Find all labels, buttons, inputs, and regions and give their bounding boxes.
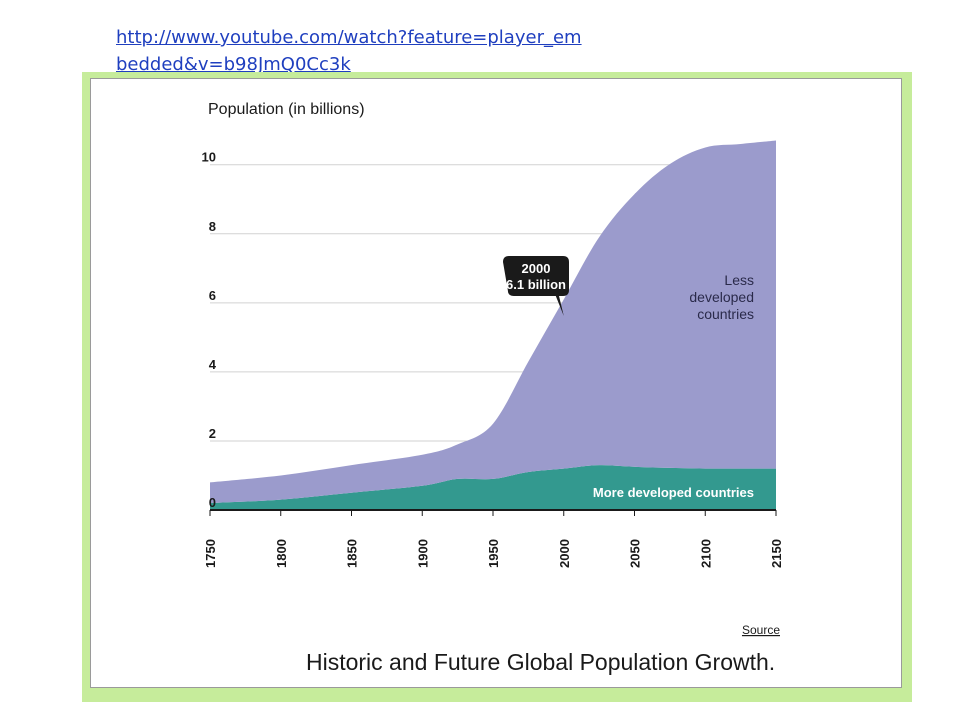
x-tick-label: 2100 (698, 539, 713, 568)
source-link[interactable]: Source (742, 623, 780, 637)
area-label-less-developed: Less (724, 272, 754, 288)
x-tick-label: 2150 (769, 539, 784, 568)
x-tick-label: 1750 (203, 539, 218, 568)
area-label-less-developed: countries (697, 306, 754, 322)
area-more-developed-countries (210, 465, 776, 510)
x-tick-label: 2050 (628, 539, 643, 568)
x-tick-label: 1900 (415, 539, 430, 568)
y-tick-label: 6 (209, 288, 216, 303)
y-tick-label: 8 (209, 219, 216, 234)
y-tick-label: 0 (209, 495, 216, 510)
x-tick-label: 2000 (557, 539, 572, 568)
video-link[interactable]: http://www.youtube.com/watch?feature=pla… (116, 27, 582, 75)
x-tick-label: 1850 (345, 539, 360, 568)
y-axis-label: Population (in billions) (208, 101, 365, 118)
area-less-developed-countries (210, 140, 776, 504)
callout-box (503, 256, 569, 316)
y-tick-label: 4 (209, 357, 217, 372)
x-tick-label: 1800 (274, 539, 289, 568)
y-tick-label: 2 (209, 426, 216, 441)
area-label-more-developed: More developed countries (593, 485, 754, 500)
y-tick-label: 10 (202, 150, 216, 165)
area-label-less-developed: developed (689, 289, 754, 305)
callout-year: 2000 (522, 261, 551, 276)
callout-value: 6.1 billion (506, 277, 566, 292)
chart-caption: Historic and Future Global Population Gr… (306, 649, 775, 675)
x-tick-label: 1950 (486, 539, 501, 568)
